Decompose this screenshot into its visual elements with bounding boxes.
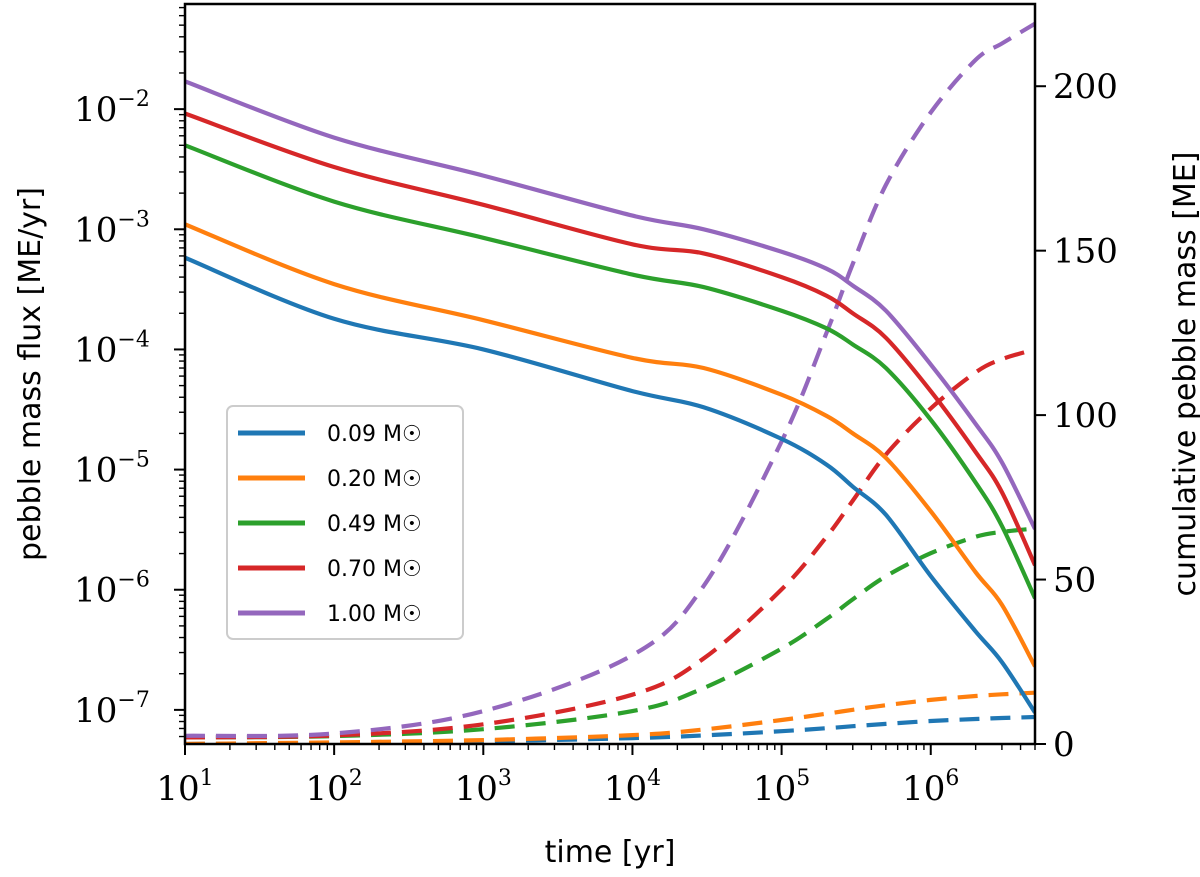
y-left-axis-ticks: 10−2 10−3 10−4 10−5 10−6 10−7 (74, 6, 185, 738)
cumulative-line-0.09 (185, 714, 1035, 744)
legend-label: 0.49 M☉ (327, 512, 422, 537)
flux-line-0.70 (185, 111, 1035, 567)
y-left-tick-label: 10−4 (74, 327, 150, 370)
y-left-tick-label: 10−7 (74, 688, 150, 731)
legend-label: 0.09 M☉ (327, 422, 422, 447)
flux-line-0.49 (185, 143, 1035, 600)
x-tick-label: 102 (306, 766, 363, 809)
y-left-tick-label: 10−6 (74, 568, 150, 611)
y-left-tick-label: 10−3 (74, 207, 150, 250)
y-right-axis-label: cumulative pebble mass [ME] (1168, 152, 1200, 597)
legend-box (226, 405, 464, 640)
y-right-tick-label: 0 (1053, 725, 1075, 765)
x-tick-label: 106 (902, 766, 959, 809)
cumulative-line-0.49 (185, 526, 1035, 740)
flux-line-0.09 (185, 255, 1035, 714)
legend-label: 0.70 M☉ (327, 557, 422, 582)
x-tick-label: 103 (455, 766, 512, 809)
y-right-axis-ticks: 0 50 100 150 200 (1035, 67, 1118, 765)
cumulative-line-1.00 (185, 21, 1035, 739)
x-tick-label: 101 (156, 766, 213, 809)
y-left-tick-label: 10−5 (74, 448, 150, 491)
flux-line-1.00 (185, 79, 1035, 530)
y-right-tick-label: 100 (1053, 396, 1118, 436)
x-axis-ticks: 101 102 103 104 105 106 (156, 744, 1036, 809)
y-right-tick-label: 150 (1053, 232, 1118, 272)
y-left-axis-label: pebble mass flux [ME/yr] (13, 187, 48, 561)
flux-line-0.20 (185, 222, 1035, 668)
legend-label: 0.20 M☉ (327, 467, 422, 492)
series-group (185, 21, 1035, 744)
y-right-tick-label: 200 (1053, 67, 1118, 107)
legend: 0.09 M☉ 0.20 M☉ 0.49 M☉ 0.70 M☉ 1.00 M☉ (226, 405, 464, 640)
x-tick-label: 104 (604, 766, 661, 809)
cumulative-line-0.20 (185, 690, 1035, 744)
y-right-tick-label: 50 (1053, 561, 1096, 601)
x-axis-label: time [yr] (545, 835, 676, 870)
y-left-tick-label: 10−2 (74, 87, 150, 130)
cumulative-line-0.70 (185, 347, 1035, 740)
legend-label: 1.00 M☉ (327, 602, 422, 627)
x-tick-label: 105 (753, 766, 810, 809)
